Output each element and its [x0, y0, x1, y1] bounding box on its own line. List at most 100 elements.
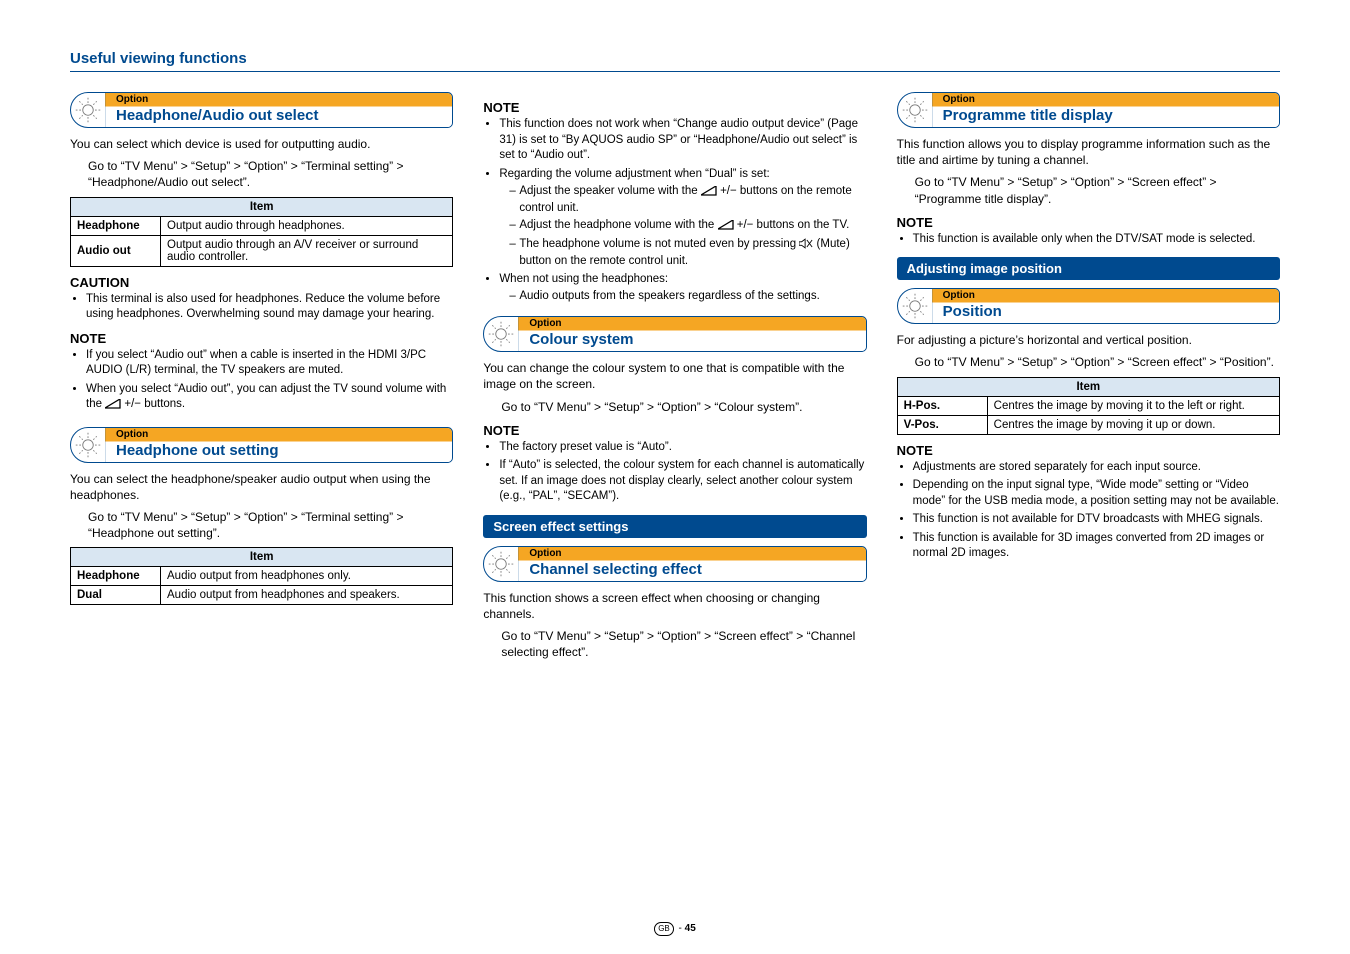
- menu-path: Go to “TV Menu” > “Setup” > “Option” > “…: [915, 354, 1280, 370]
- intro-text: This function allows you to display prog…: [897, 136, 1280, 168]
- page-footer: GB - 45: [0, 922, 1350, 936]
- table-header: Item: [71, 197, 453, 216]
- note-list: Adjustments are stored separately for ea…: [897, 460, 1280, 562]
- item-table-position: Item H-Pos. Centres the image by moving …: [897, 377, 1280, 435]
- intro-text: You can select the headphone/speaker aud…: [70, 471, 453, 503]
- list-item: This function does not work when “Change…: [499, 117, 866, 164]
- menu-path: Go to “TV Menu” > “Setup” > “Option” > “…: [88, 509, 453, 541]
- sub-list: Adjust the speaker volume with the +/− b…: [499, 184, 866, 269]
- column-1: Option Headphone/Audio out select You ca…: [70, 92, 453, 667]
- option-kicker: Option: [943, 93, 1269, 107]
- table-row: V-Pos. Centres the image by moving it up…: [897, 415, 1279, 434]
- row-desc: Audio output from headphones only.: [161, 567, 453, 586]
- gear-icon: [898, 93, 932, 127]
- text-suffix: +/− buttons.: [124, 398, 185, 410]
- row-desc: Centres the image by moving it up or dow…: [987, 415, 1279, 434]
- item-table-audio-out: Item Headphone Output audio through head…: [70, 197, 453, 267]
- list-item: This function is available for 3D images…: [913, 531, 1280, 562]
- list-item: The factory preset value is “Auto”.: [499, 440, 866, 456]
- table-header: Item: [897, 377, 1279, 396]
- mute-icon: [799, 238, 813, 254]
- table-header: Item: [71, 548, 453, 567]
- menu-path: Go to “TV Menu” > “Setup” > “Option” > “…: [915, 174, 1280, 206]
- option-header-position: Option Position: [897, 288, 1280, 324]
- list-item: If “Auto” is selected, the colour system…: [499, 458, 866, 505]
- text: Regarding the volume adjustment when “Du…: [499, 168, 769, 180]
- table-row: H-Pos. Centres the image by moving it to…: [897, 396, 1279, 415]
- gear-icon: [484, 547, 518, 581]
- list-item: Adjust the headphone volume with the +/−…: [509, 218, 866, 235]
- caution-list: This terminal is also used for headphone…: [70, 292, 453, 323]
- list-item: Regarding the volume adjustment when “Du…: [499, 167, 866, 269]
- gear-icon: [71, 428, 105, 462]
- note-list: The factory preset value is “Auto”. If “…: [483, 440, 866, 505]
- note-heading: NOTE: [483, 423, 866, 438]
- gear-icon: [484, 317, 518, 351]
- option-header-colour-system: Option Colour system: [483, 316, 866, 352]
- caution-heading: CAUTION: [70, 275, 453, 290]
- note-heading: NOTE: [897, 215, 1280, 230]
- text: When not using the headphones:: [499, 273, 668, 285]
- option-title: Position: [943, 303, 1269, 321]
- note-heading: NOTE: [483, 100, 866, 115]
- list-item: Audio outputs from the speakers regardle…: [509, 289, 866, 304]
- option-kicker: Option: [529, 317, 855, 331]
- volume-triangle-icon: [701, 186, 717, 201]
- option-title: Headphone out setting: [116, 442, 442, 460]
- option-kicker: Option: [943, 289, 1269, 303]
- note-list: This function does not work when “Change…: [483, 117, 866, 304]
- option-header-channel-selecting-effect: Option Channel selecting effect: [483, 546, 866, 582]
- table-row: Headphone Audio output from headphones o…: [71, 567, 453, 586]
- option-kicker: Option: [116, 428, 442, 442]
- option-header-headphone-out-setting: Option Headphone out setting: [70, 427, 453, 463]
- row-label: H-Pos.: [897, 396, 987, 415]
- note-heading: NOTE: [70, 331, 453, 346]
- option-kicker: Option: [529, 547, 855, 561]
- note-heading: NOTE: [897, 443, 1280, 458]
- table-row: Dual Audio output from headphones and sp…: [71, 586, 453, 605]
- option-title: Headphone/Audio out select: [116, 107, 442, 125]
- option-header-programme-title: Option Programme title display: [897, 92, 1280, 128]
- intro-text: You can select which device is used for …: [70, 136, 453, 152]
- note-list: If you select “Audio out” when a cable i…: [70, 348, 453, 415]
- row-label: Dual: [71, 586, 161, 605]
- row-desc: Audio output from headphones and speaker…: [161, 586, 453, 605]
- menu-path: Go to “TV Menu” > “Setup” > “Option” > “…: [88, 158, 453, 190]
- row-desc: Centres the image by moving it to the le…: [987, 396, 1279, 415]
- volume-triangle-icon: [105, 399, 121, 415]
- list-item: When not using the headphones: Audio out…: [499, 272, 866, 304]
- column-3: Option Programme title display This func…: [897, 92, 1280, 667]
- intro-text: For adjusting a picture’s horizontal and…: [897, 332, 1280, 348]
- option-kicker: Option: [116, 93, 442, 107]
- list-item: If you select “Audio out” when a cable i…: [86, 348, 453, 379]
- row-label: Headphone: [71, 567, 161, 586]
- note-list: This function is available only when the…: [897, 232, 1280, 248]
- option-title: Channel selecting effect: [529, 561, 855, 579]
- menu-path: Go to “TV Menu” > “Setup” > “Option” > “…: [501, 628, 866, 660]
- sub-list: Audio outputs from the speakers regardle…: [499, 289, 866, 304]
- footer-page-number: 45: [685, 923, 696, 934]
- list-item: This function is available only when the…: [913, 232, 1280, 248]
- list-item: This function is not available for DTV b…: [913, 512, 1280, 528]
- content-columns: Option Headphone/Audio out select You ca…: [70, 92, 1280, 667]
- gear-icon: [71, 93, 105, 127]
- text-prefix: The headphone volume is not muted even b…: [519, 238, 799, 250]
- list-item: Adjust the speaker volume with the +/− b…: [509, 184, 866, 216]
- row-desc: Output audio through an A/V receiver or …: [161, 235, 453, 266]
- column-2: NOTE This function does not work when “C…: [483, 92, 866, 667]
- volume-triangle-icon: [718, 220, 734, 235]
- text-prefix: Adjust the speaker volume with the: [519, 185, 701, 197]
- option-title: Programme title display: [943, 107, 1269, 125]
- list-item: This terminal is also used for headphone…: [86, 292, 453, 323]
- option-header-headphone-audio-out: Option Headphone/Audio out select: [70, 92, 453, 128]
- table-row: Headphone Output audio through headphone…: [71, 216, 453, 235]
- list-item: Adjustments are stored separately for ea…: [913, 460, 1280, 476]
- option-title: Colour system: [529, 331, 855, 349]
- row-label: Audio out: [71, 235, 161, 266]
- text-prefix: Adjust the headphone volume with the: [519, 219, 717, 231]
- row-label: V-Pos.: [897, 415, 987, 434]
- list-item: When you select “Audio out”, you can adj…: [86, 382, 453, 415]
- subhead-screen-effect: Screen effect settings: [483, 515, 866, 538]
- subhead-adjusting-position: Adjusting image position: [897, 257, 1280, 280]
- page-title: Useful viewing functions: [70, 50, 1280, 72]
